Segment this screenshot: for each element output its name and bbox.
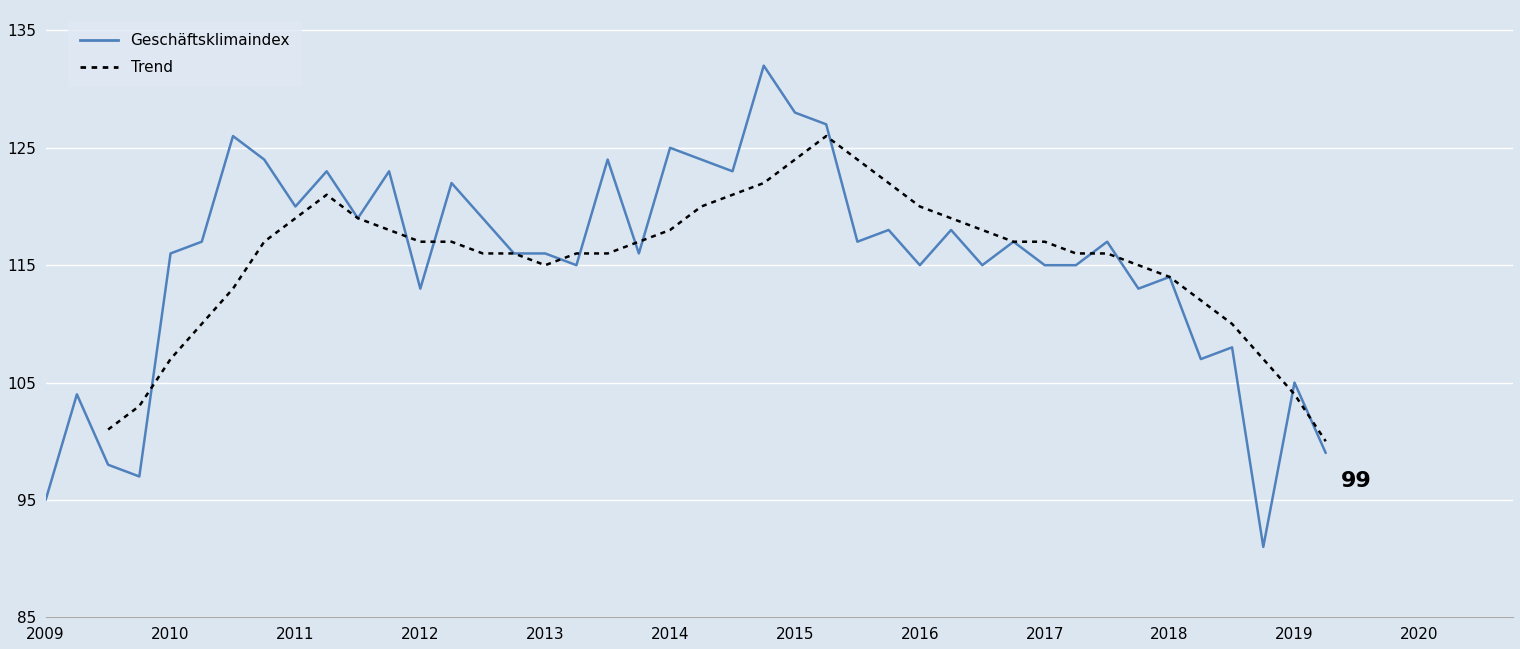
Legend: Geschäftsklimaindex, Trend: Geschäftsklimaindex, Trend	[68, 21, 302, 88]
Text: 99: 99	[1341, 471, 1371, 491]
